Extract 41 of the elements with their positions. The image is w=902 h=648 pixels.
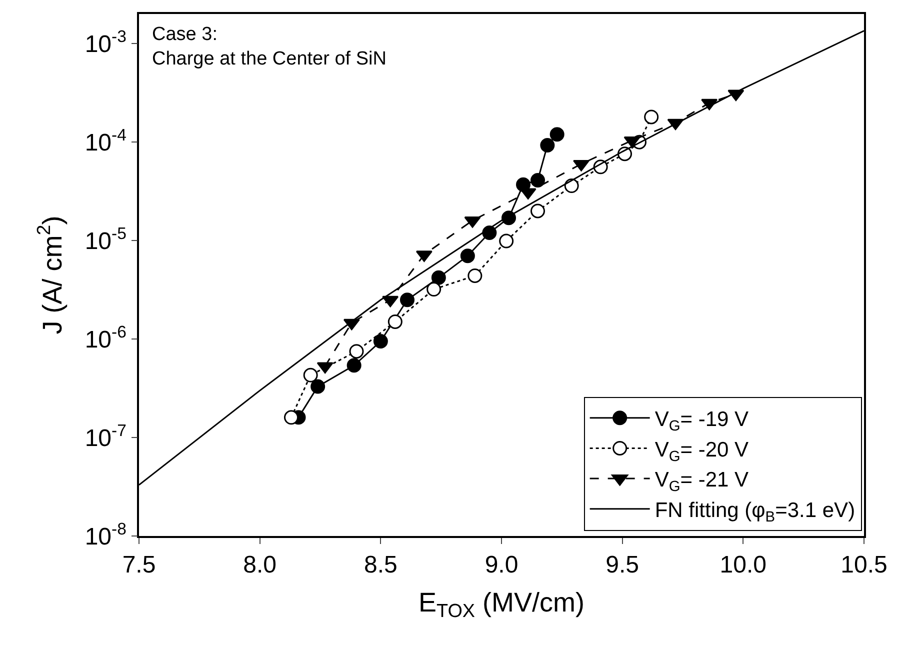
y-tick-label: 10$^{-3}$ <box>84 26 126 58</box>
legend-label: V$_{G}$= -20 V <box>654 438 749 465</box>
point <box>499 234 514 248</box>
point <box>530 204 545 218</box>
point <box>564 178 579 194</box>
x-tick-label: 10.5 <box>840 552 888 579</box>
y-tick-label: 10$^{-7}$ <box>84 420 126 452</box>
y-tick-label: 10$^{-4}$ <box>84 125 126 157</box>
point <box>303 368 318 382</box>
point <box>400 292 414 308</box>
point <box>346 358 362 373</box>
point <box>540 138 555 152</box>
x-tick-label: 10.0 <box>720 552 767 579</box>
point <box>550 127 564 142</box>
point <box>431 270 446 285</box>
annotation: Case 3: Charge at the Center of SiN <box>152 24 386 70</box>
x-tick-label: 8.5 <box>364 552 398 579</box>
y-tick-label: 10$^{-5}$ <box>84 224 126 255</box>
point <box>284 410 298 425</box>
point <box>624 136 640 148</box>
point <box>349 344 364 359</box>
point <box>464 216 481 228</box>
point <box>530 172 545 188</box>
legend-label: FN fitting (φ$_{B}$=3.1 eV) <box>654 499 856 526</box>
point <box>373 334 388 348</box>
point <box>382 296 399 308</box>
point <box>310 379 326 394</box>
point <box>388 314 402 329</box>
point <box>460 248 475 264</box>
y-tick-label: 10$^{-6}$ <box>84 322 126 354</box>
point <box>426 282 442 297</box>
y-tick-label: 10$^{-8}$ <box>84 519 126 550</box>
x-axis-title: E$_{TOX}$ (MV/cm) <box>418 587 584 622</box>
legend-label: V$_{G}$= -21 V <box>654 468 749 496</box>
x-tick-label: 7.5 <box>122 552 156 579</box>
x-tick-label: 8.0 <box>243 552 277 579</box>
x-tick-label: 9.5 <box>606 552 640 579</box>
point <box>468 268 482 283</box>
legend-label: V$_{G}$= -19 V <box>654 408 749 435</box>
point <box>644 110 659 124</box>
x-tick-label: 9.0 <box>484 552 518 579</box>
